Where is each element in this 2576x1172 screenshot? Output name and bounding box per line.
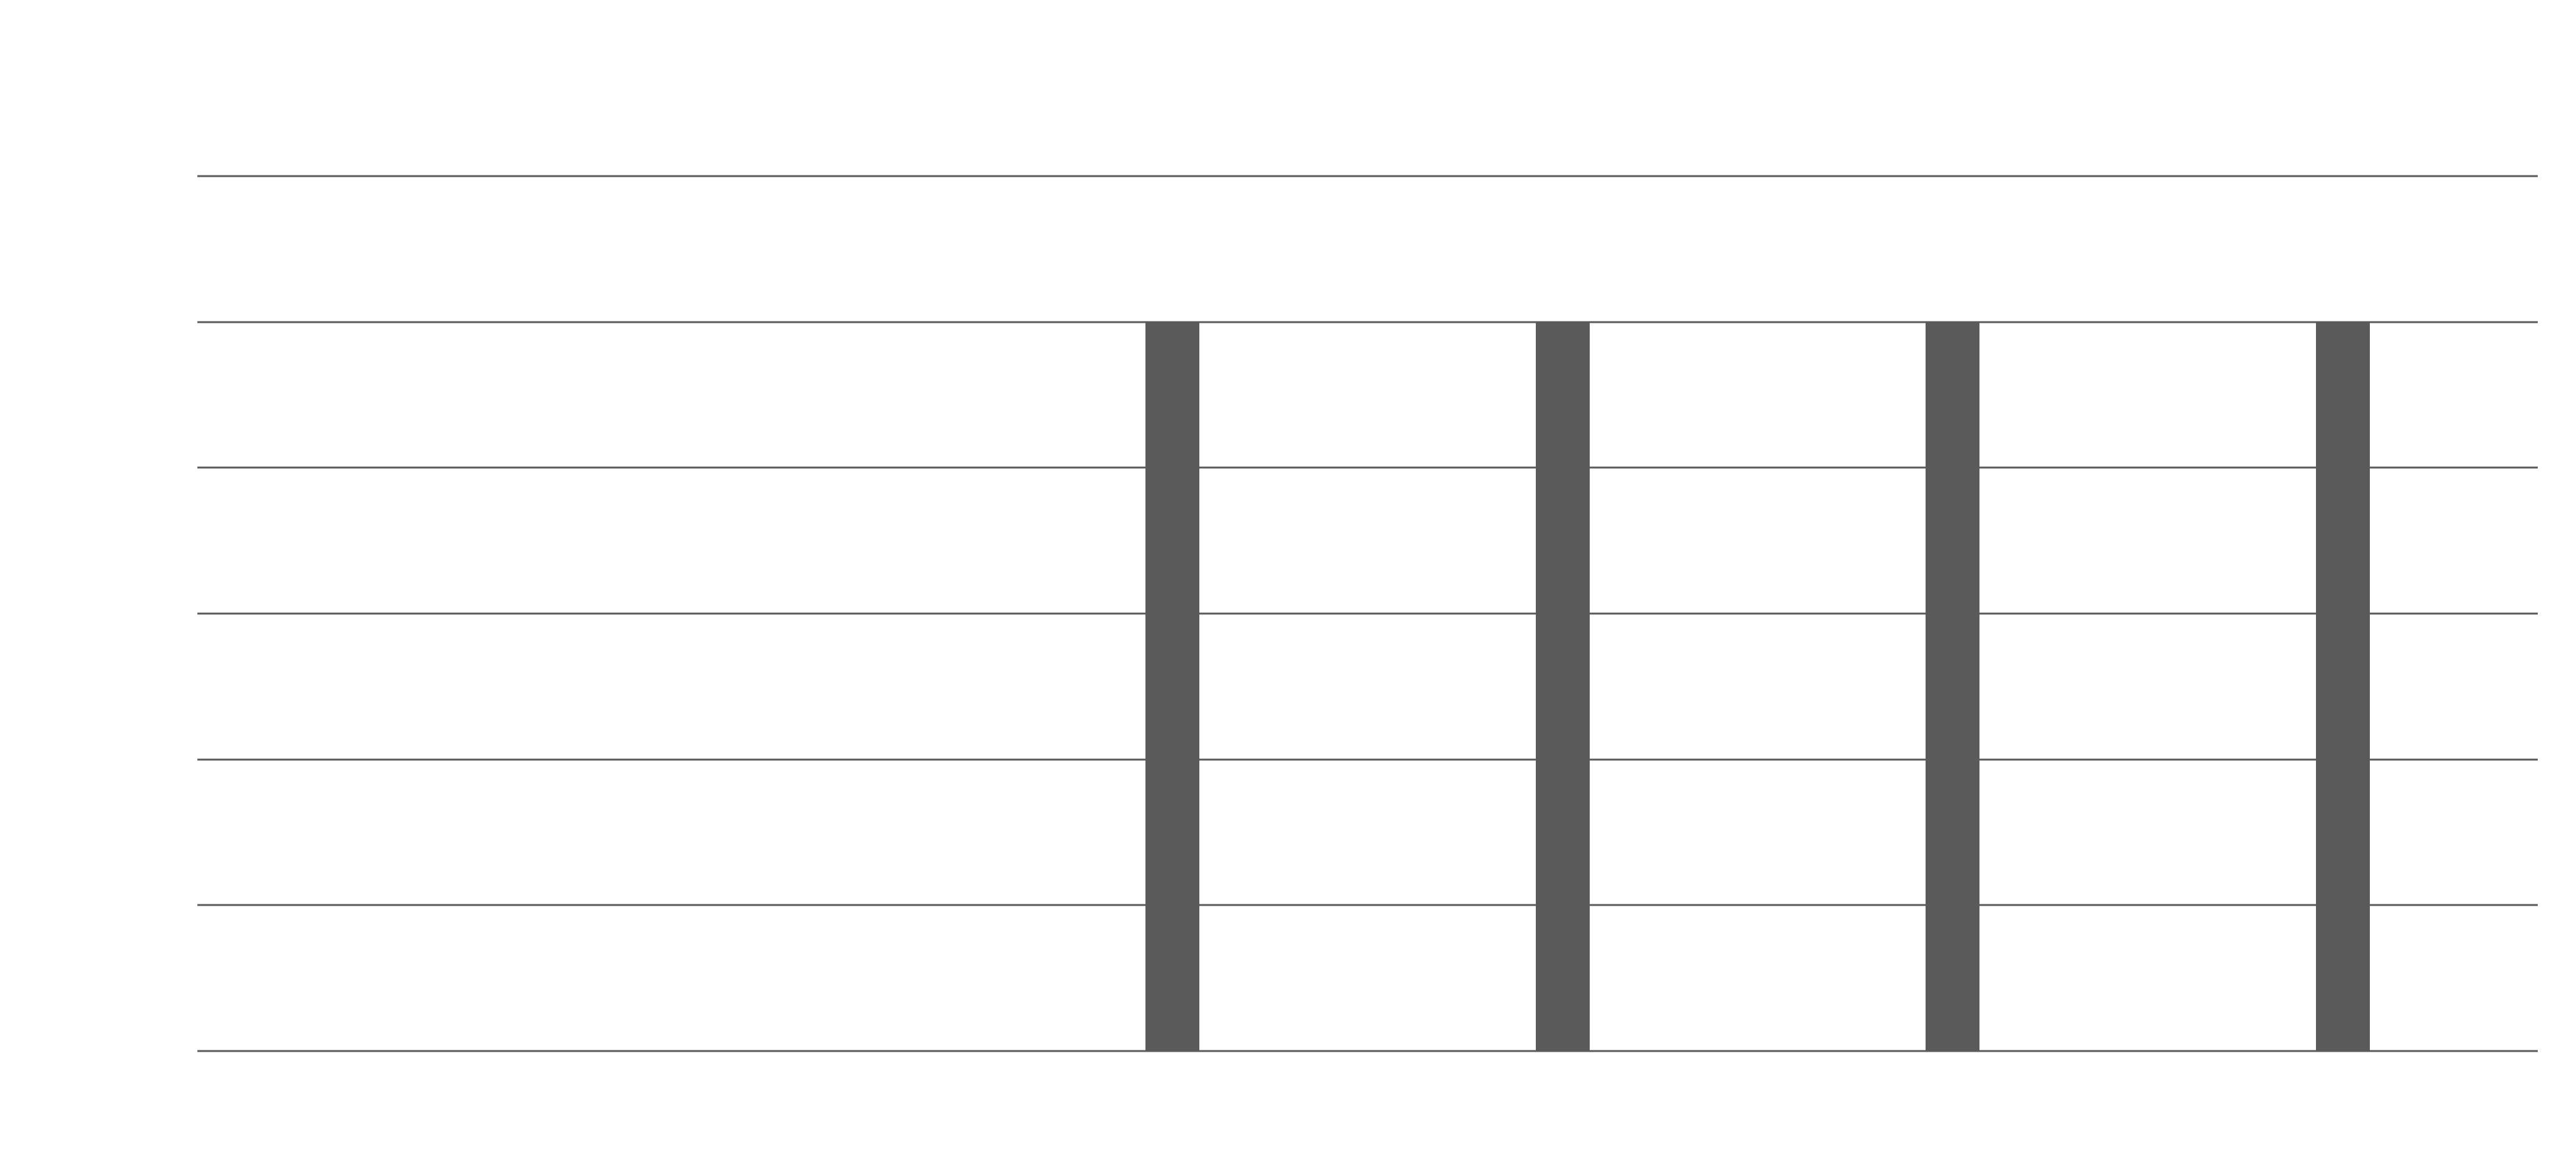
bar-1 bbox=[1145, 322, 1199, 1051]
bar-4 bbox=[2316, 322, 2370, 1051]
bar-2 bbox=[1536, 322, 1590, 1051]
bars bbox=[1145, 322, 2370, 1051]
gridlines bbox=[197, 175, 2538, 1052]
bar-3 bbox=[1926, 322, 1979, 1051]
